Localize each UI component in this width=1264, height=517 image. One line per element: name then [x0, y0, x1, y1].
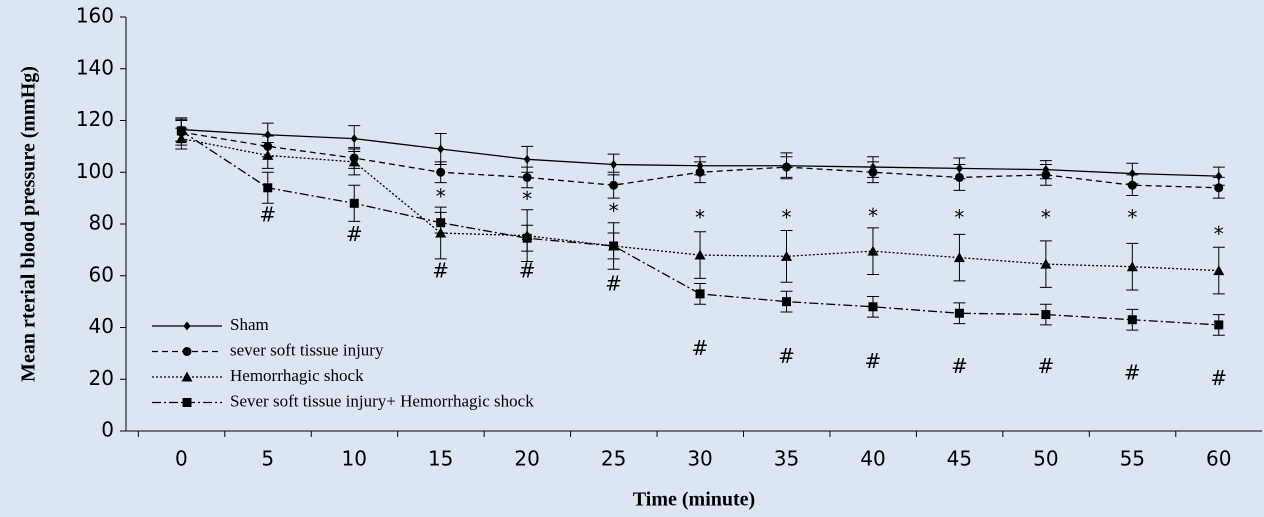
- x-tick-label: 25: [601, 447, 626, 471]
- annotation: *: [1041, 205, 1051, 229]
- x-tick-label: 0: [175, 447, 188, 471]
- annotation: #: [605, 271, 622, 295]
- annotation: #: [865, 349, 882, 373]
- annotation: *: [954, 205, 964, 229]
- data-point: [954, 172, 964, 182]
- data-point: [348, 156, 360, 167]
- annotation: *: [1214, 222, 1224, 246]
- data-point: [610, 159, 618, 169]
- data-point: [262, 149, 274, 160]
- data-point: [263, 183, 273, 193]
- data-point: [349, 198, 359, 208]
- data-point: [782, 297, 792, 307]
- x-tick-label: 5: [261, 447, 274, 471]
- data-point: [1041, 170, 1051, 180]
- data-point: [1214, 320, 1224, 330]
- y-tick-label: 100: [76, 159, 114, 183]
- data-point: [1127, 180, 1137, 190]
- data-point: [609, 180, 619, 190]
- y-tick-label: 140: [76, 55, 114, 79]
- legend-label: Sever soft tissue injury+ Hemorrhagic sh…: [230, 391, 534, 410]
- data-point: [176, 126, 186, 136]
- y-tick-label: 80: [89, 211, 114, 235]
- y-tick-label: 0: [101, 418, 114, 442]
- data-point: [1127, 315, 1137, 325]
- legend-label: sever soft tissue injury: [230, 340, 384, 359]
- annotation: #: [1124, 361, 1141, 385]
- data-point: [436, 167, 446, 177]
- annotation: *: [695, 205, 705, 229]
- x-tick-label: 30: [687, 447, 712, 471]
- annotation: *: [868, 204, 878, 228]
- data-point: [954, 308, 964, 318]
- data-point: [694, 249, 706, 260]
- data-point: [868, 302, 878, 312]
- annotation: *: [609, 199, 619, 223]
- data-point: [609, 241, 619, 251]
- data-point: [1040, 258, 1052, 269]
- y-tick-label: 120: [76, 107, 114, 131]
- x-tick-label: 15: [428, 447, 453, 471]
- x-axis-title: Time (minute): [633, 489, 755, 511]
- data-point: [350, 134, 358, 144]
- annotation: #: [519, 258, 536, 282]
- annotation: *: [522, 187, 532, 211]
- y-tick-label: 20: [89, 366, 114, 390]
- annotation: #: [951, 354, 968, 378]
- data-point: [264, 130, 272, 140]
- legend-marker: [183, 321, 191, 331]
- legend-marker: [181, 371, 193, 382]
- annotation: #: [259, 203, 276, 227]
- data-point: [523, 154, 531, 164]
- x-tick-label: 45: [947, 447, 972, 471]
- y-tick-label: 160: [76, 4, 114, 28]
- data-point: [522, 172, 532, 182]
- y-tick-label: 60: [89, 262, 114, 286]
- data-point: [782, 162, 792, 172]
- data-point: [1213, 265, 1225, 276]
- data-point: [1041, 310, 1051, 320]
- data-point: [1214, 183, 1224, 193]
- data-point: [1128, 169, 1136, 179]
- data-point: [1126, 261, 1138, 272]
- data-point: [781, 250, 793, 261]
- legend-marker: [182, 398, 192, 407]
- annotation: *: [436, 185, 446, 209]
- x-tick-label: 50: [1033, 447, 1058, 471]
- x-tick-label: 60: [1206, 447, 1231, 471]
- annotation: *: [1127, 205, 1137, 229]
- annotation: #: [432, 258, 449, 282]
- x-tick-label: 35: [774, 447, 799, 471]
- annotation: #: [692, 336, 709, 360]
- annotation: #: [778, 344, 795, 368]
- data-point: [953, 252, 965, 263]
- x-tick-label: 55: [1120, 447, 1145, 471]
- data-point: [867, 245, 879, 256]
- data-point: [695, 289, 705, 299]
- y-axis-title: Mean rterial blood pressure (mmHg): [18, 66, 40, 382]
- annotation: #: [346, 222, 363, 246]
- data-point: [522, 233, 532, 243]
- data-point: [695, 167, 705, 177]
- legend-label: Hemorrhagic shock: [230, 366, 364, 385]
- data-point: [436, 218, 446, 228]
- y-tick-label: 40: [89, 314, 114, 338]
- x-tick-label: 40: [860, 447, 885, 471]
- x-tick-label: 10: [342, 447, 367, 471]
- annotation: #: [1037, 354, 1054, 378]
- annotation: #: [1210, 366, 1227, 390]
- legend-marker: [182, 347, 192, 356]
- data-point: [868, 167, 878, 177]
- annotation: *: [782, 205, 792, 229]
- legend-label: Sham: [230, 315, 269, 334]
- x-tick-label: 20: [514, 447, 539, 471]
- data-point: [437, 144, 445, 154]
- data-point: [1215, 171, 1223, 181]
